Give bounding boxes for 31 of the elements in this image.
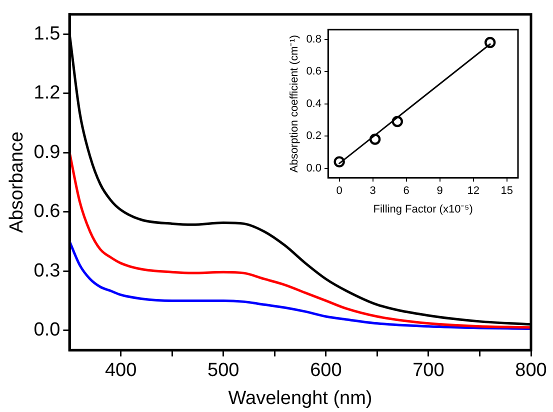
y-tick-label: 0.6 (306, 66, 322, 78)
x-tick-label: 12 (467, 185, 480, 198)
x-tick-label: 3 (370, 185, 376, 198)
point (334, 156, 345, 168)
x-tick-label: 700 (412, 360, 444, 382)
x-axis-title: Wavelenght (nm) (228, 388, 372, 409)
x-tick-label: 9 (436, 185, 443, 198)
line-series (70, 240, 531, 330)
y-tick-label: 0.6 (34, 201, 60, 222)
x-tick-label: 0 (336, 185, 342, 198)
y-tick-label: 0.4 (306, 98, 322, 110)
y-tick-label: 0.8 (306, 33, 322, 46)
y-tick-label: 1.5 (34, 23, 60, 44)
y-axis-title: Absorption coefficient (cm⁻¹) (288, 34, 301, 173)
x-axis-title: Filling Factor (x10⁻⁵) (373, 203, 473, 216)
x-tick-label: 500 (208, 360, 240, 382)
x-tick-label: 800 (515, 360, 547, 382)
x-tick-label: 6 (403, 185, 410, 198)
x-tick-label: 15 (500, 185, 513, 198)
y-tick-label: 0.0 (34, 320, 60, 341)
y-tick-label: 1.2 (34, 82, 60, 104)
point (369, 134, 381, 145)
y-tick-label: 0.9 (34, 142, 60, 163)
y-tick-label: 0.3 (34, 260, 60, 282)
point (484, 36, 496, 48)
point (392, 116, 403, 128)
x-tick-label: 600 (310, 360, 342, 382)
y-axis-title: Absorbance (6, 132, 28, 233)
x-tick-label: 400 (104, 360, 137, 382)
y-tick-label: 0.2 (306, 130, 322, 142)
y-tick-label: 0.0 (306, 162, 322, 174)
